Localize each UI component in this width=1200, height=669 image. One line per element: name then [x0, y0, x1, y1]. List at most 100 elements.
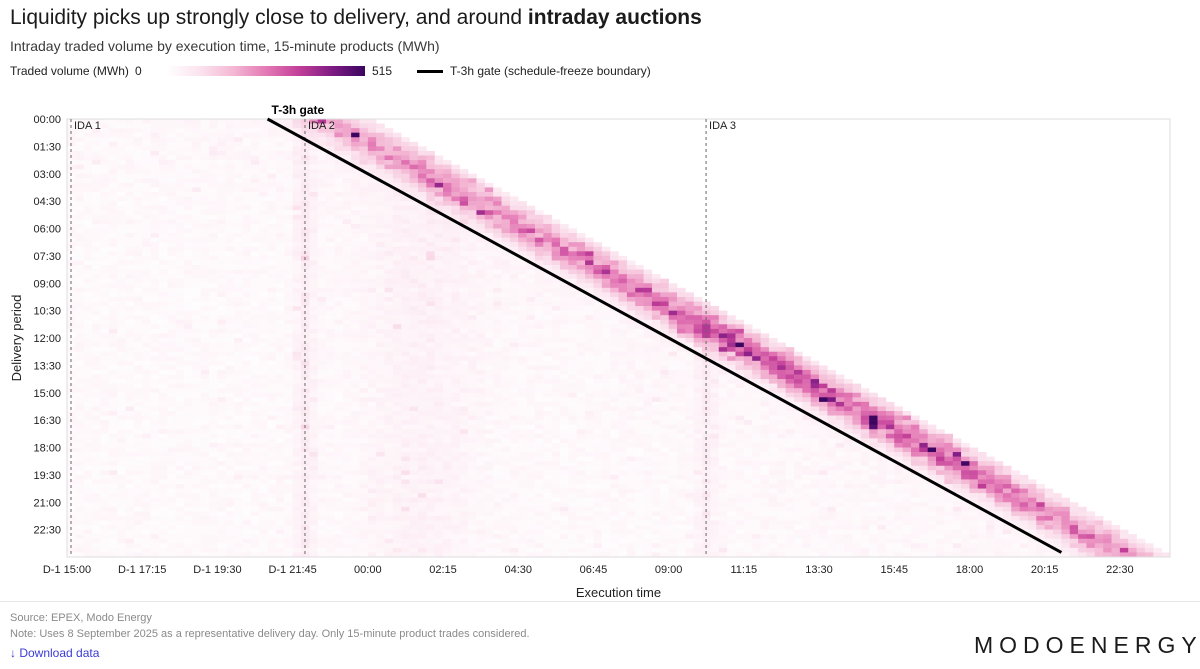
- heatmap-cell: [434, 205, 444, 211]
- heatmap-cell: [392, 338, 402, 343]
- heatmap-cell: [835, 420, 845, 425]
- heatmap-cell: [367, 178, 377, 184]
- heatmap-cell: [376, 379, 385, 384]
- heatmap-cell: [259, 301, 268, 307]
- heatmap-cell: [401, 369, 410, 375]
- heatmap-cell: [267, 369, 277, 375]
- heatmap-cell: [401, 141, 410, 147]
- heatmap-cell: [158, 388, 168, 394]
- heatmap-cell: [793, 433, 803, 439]
- heatmap-cell: [125, 233, 135, 238]
- heatmap-cell: [568, 411, 578, 416]
- heatmap-cell: [342, 255, 352, 261]
- heatmap-cell: [560, 228, 569, 234]
- heatmap-cell: [518, 283, 527, 289]
- heatmap-cell: [250, 182, 260, 188]
- heatmap-cell: [819, 429, 828, 435]
- heatmap-cell: [133, 123, 143, 129]
- heatmap-cell: [117, 369, 126, 375]
- heatmap-cell: [768, 374, 778, 380]
- heatmap-cell: [192, 260, 201, 266]
- heatmap-cell: [342, 301, 352, 307]
- heatmap-cell: [660, 365, 669, 371]
- heatmap-cell: [309, 132, 318, 138]
- heatmap-cell: [75, 388, 85, 394]
- heatmap-cell: [250, 342, 260, 348]
- heatmap-cell: [209, 141, 218, 147]
- heatmap-cell: [376, 310, 385, 316]
- heatmap-cell: [175, 201, 185, 206]
- heatmap-cell: [359, 283, 369, 289]
- heatmap-cell: [326, 123, 335, 129]
- heatmap-cell: [326, 160, 335, 165]
- heatmap-cell: [92, 406, 101, 412]
- heatmap-cell: [300, 379, 310, 384]
- heatmap-cell: [509, 265, 519, 270]
- heatmap-cell: [643, 365, 653, 371]
- heatmap-cell: [125, 411, 135, 416]
- heatmap-cell: [417, 219, 427, 225]
- heatmap-cell: [326, 274, 335, 279]
- heatmap-cell: [693, 333, 703, 339]
- heatmap-cell: [643, 347, 653, 352]
- heatmap-cell: [367, 210, 377, 216]
- heatmap-cell: [501, 324, 511, 330]
- heatmap-cell: [334, 237, 344, 243]
- heatmap-cell: [242, 173, 252, 179]
- heatmap-cell: [183, 210, 193, 216]
- heatmap-cell: [125, 306, 135, 311]
- heatmap-cell: [351, 392, 360, 398]
- heatmap-cell: [292, 192, 302, 197]
- heatmap-cell: [209, 333, 218, 339]
- heatmap-cell: [509, 278, 519, 284]
- heatmap-cell: [200, 246, 210, 252]
- heatmap-cell: [735, 333, 745, 339]
- heatmap-cell: [543, 369, 552, 375]
- heatmap-cell: [635, 274, 644, 279]
- heatmap-cell: [409, 338, 419, 343]
- heatmap-cell: [351, 205, 360, 211]
- heatmap-cell: [334, 210, 344, 216]
- heatmap-cell: [426, 169, 435, 175]
- heatmap-cell: [242, 269, 252, 275]
- heatmap-cell: [200, 351, 210, 357]
- heatmap-cell: [718, 383, 728, 389]
- heatmap-cell: [509, 351, 519, 357]
- heatmap-cell: [593, 306, 603, 311]
- heatmap-cell: [217, 283, 227, 289]
- heatmap-cell: [234, 333, 243, 339]
- heatmap-cell: [100, 392, 110, 398]
- heatmap-cell: [259, 201, 268, 206]
- heatmap-cell: [108, 237, 118, 243]
- heatmap-cell: [100, 324, 110, 330]
- heatmap-cell: [551, 242, 561, 248]
- heatmap-cell: [183, 219, 193, 225]
- heatmap-cell: [200, 196, 210, 202]
- heatmap-cell: [576, 324, 586, 330]
- heatmap-cell: [426, 201, 435, 206]
- heatmap-cell: [200, 228, 210, 234]
- heatmap-cell: [443, 192, 452, 197]
- heatmap-cell: [250, 429, 260, 435]
- heatmap-cell: [75, 274, 85, 279]
- heatmap-cell: [459, 424, 469, 430]
- heatmap-cell: [376, 356, 385, 362]
- heatmap-cell: [434, 328, 444, 334]
- heatmap-cell: [376, 182, 385, 188]
- heatmap-cell: [501, 401, 511, 407]
- heatmap-cell: [693, 374, 703, 380]
- heatmap-cell: [401, 383, 410, 389]
- heatmap-cell: [468, 182, 477, 188]
- heatmap-cell: [476, 269, 486, 275]
- heatmap-cell: [359, 137, 369, 143]
- heatmap-cell: [351, 401, 360, 407]
- heatmap-cell: [75, 196, 85, 202]
- heatmap-cell: [309, 301, 318, 307]
- heatmap-cell: [234, 210, 243, 216]
- heatmap-cell: [710, 310, 720, 316]
- heatmap-cell: [367, 347, 377, 352]
- heatmap-cell: [727, 379, 736, 384]
- heatmap-cell: [359, 383, 369, 389]
- heatmap-cell: [585, 255, 594, 261]
- heatmap-cell: [200, 201, 210, 206]
